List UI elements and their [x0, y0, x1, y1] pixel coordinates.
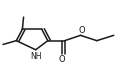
Text: NH: NH: [30, 52, 42, 61]
Text: O: O: [78, 26, 85, 35]
Text: O: O: [58, 55, 65, 64]
